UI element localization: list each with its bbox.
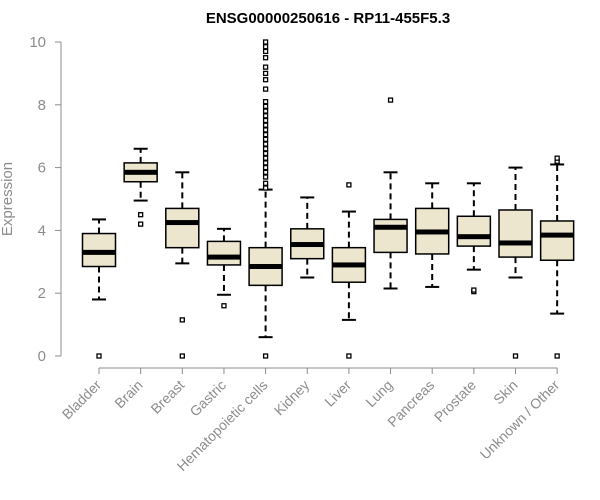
outlier-point — [262, 141, 269, 147]
outlier-point — [262, 146, 269, 152]
box-gastric — [206, 227, 242, 309]
y-axis-label: Expression — [0, 162, 16, 236]
outlier-point — [262, 180, 269, 186]
x-tick-label: Prostate — [431, 377, 479, 425]
median-line — [540, 232, 574, 238]
y-tick-label: 0 — [38, 348, 46, 365]
box-hematopoietic-cells — [248, 39, 283, 359]
median-line — [124, 169, 158, 175]
outlier-point — [262, 136, 269, 142]
median-line — [457, 234, 491, 240]
outlier-point — [262, 127, 269, 133]
y-tick-label: 2 — [38, 285, 46, 302]
outlier-point — [221, 303, 227, 309]
box-body — [206, 240, 242, 266]
x-tick-label: Liver — [321, 377, 354, 410]
outlier-point — [262, 64, 269, 70]
x-tick-label: Kidney — [271, 377, 313, 419]
box-body — [456, 215, 492, 247]
outlier-point — [262, 113, 269, 119]
box-lung — [373, 97, 408, 290]
outlier-point — [262, 122, 269, 128]
x-tick-label: Breast — [147, 377, 187, 417]
outlier-point — [262, 108, 269, 114]
outlier-point — [554, 155, 560, 161]
outlier-point — [262, 164, 269, 171]
box-body — [165, 207, 200, 249]
outlier-point — [387, 97, 394, 103]
outlier-point — [262, 117, 269, 124]
x-tick-label: Brain — [111, 377, 145, 411]
median-line — [165, 220, 199, 226]
y-axis: 0 2 4 6 8 10 — [29, 34, 62, 365]
box-breast — [165, 171, 200, 359]
outlier-point — [262, 103, 269, 110]
outlier-point — [262, 44, 269, 50]
outlier-point — [262, 70, 269, 77]
median-line — [207, 254, 241, 260]
box-unknown-other — [539, 155, 575, 359]
box-kidney — [290, 196, 325, 279]
median-line — [332, 262, 366, 268]
box-liver — [331, 182, 367, 359]
outlier-point — [96, 353, 102, 359]
outlier-point — [137, 221, 144, 227]
median-line — [290, 242, 324, 248]
outlier-point — [262, 169, 269, 175]
y-tick-label: 8 — [38, 97, 46, 114]
outlier-point — [262, 99, 269, 105]
outlier-point — [179, 317, 185, 323]
outlier-point — [471, 287, 477, 293]
outlier-point — [262, 55, 269, 61]
outlier-point — [554, 353, 560, 359]
boxes-group — [81, 39, 575, 359]
x-tick-label: Skin — [490, 377, 521, 408]
outlier-point — [262, 353, 269, 359]
box-brain — [123, 147, 158, 227]
median-line — [249, 264, 283, 270]
x-tick-label: Lung — [362, 377, 395, 410]
median-line — [374, 224, 408, 230]
x-tick-label: Bladder — [59, 377, 105, 423]
outlier-point — [262, 160, 269, 166]
box-skin — [498, 166, 533, 359]
y-tick-label: 4 — [38, 222, 46, 239]
median-line — [499, 240, 532, 246]
x-tick-label: Unknown / Other — [477, 377, 563, 463]
y-tick-label: 10 — [29, 34, 46, 51]
outlier-point — [262, 150, 269, 157]
box-body — [498, 209, 533, 258]
outlier-point — [262, 48, 269, 55]
y-tick-label: 6 — [38, 160, 46, 177]
box-bladder — [81, 218, 117, 359]
outlier-point — [262, 131, 269, 138]
median-line — [82, 249, 116, 255]
box-body — [373, 218, 408, 254]
outlier-point — [262, 155, 269, 161]
box-pancreas — [414, 182, 450, 288]
outlier-point — [262, 77, 269, 83]
outlier-point — [512, 353, 519, 359]
outlier-point — [262, 39, 269, 45]
box-prostate — [456, 182, 492, 295]
outlier-point — [179, 353, 185, 359]
outlier-point — [262, 174, 269, 180]
median-line — [415, 229, 449, 235]
outlier-point — [346, 353, 352, 359]
outlier-point — [262, 86, 269, 92]
box-body — [539, 220, 575, 261]
chart-title: ENSG00000250616 - RP11-455F5.3 — [206, 10, 450, 27]
outlier-point — [137, 212, 144, 218]
outlier-point — [346, 182, 352, 188]
outlier-point — [262, 185, 269, 191]
